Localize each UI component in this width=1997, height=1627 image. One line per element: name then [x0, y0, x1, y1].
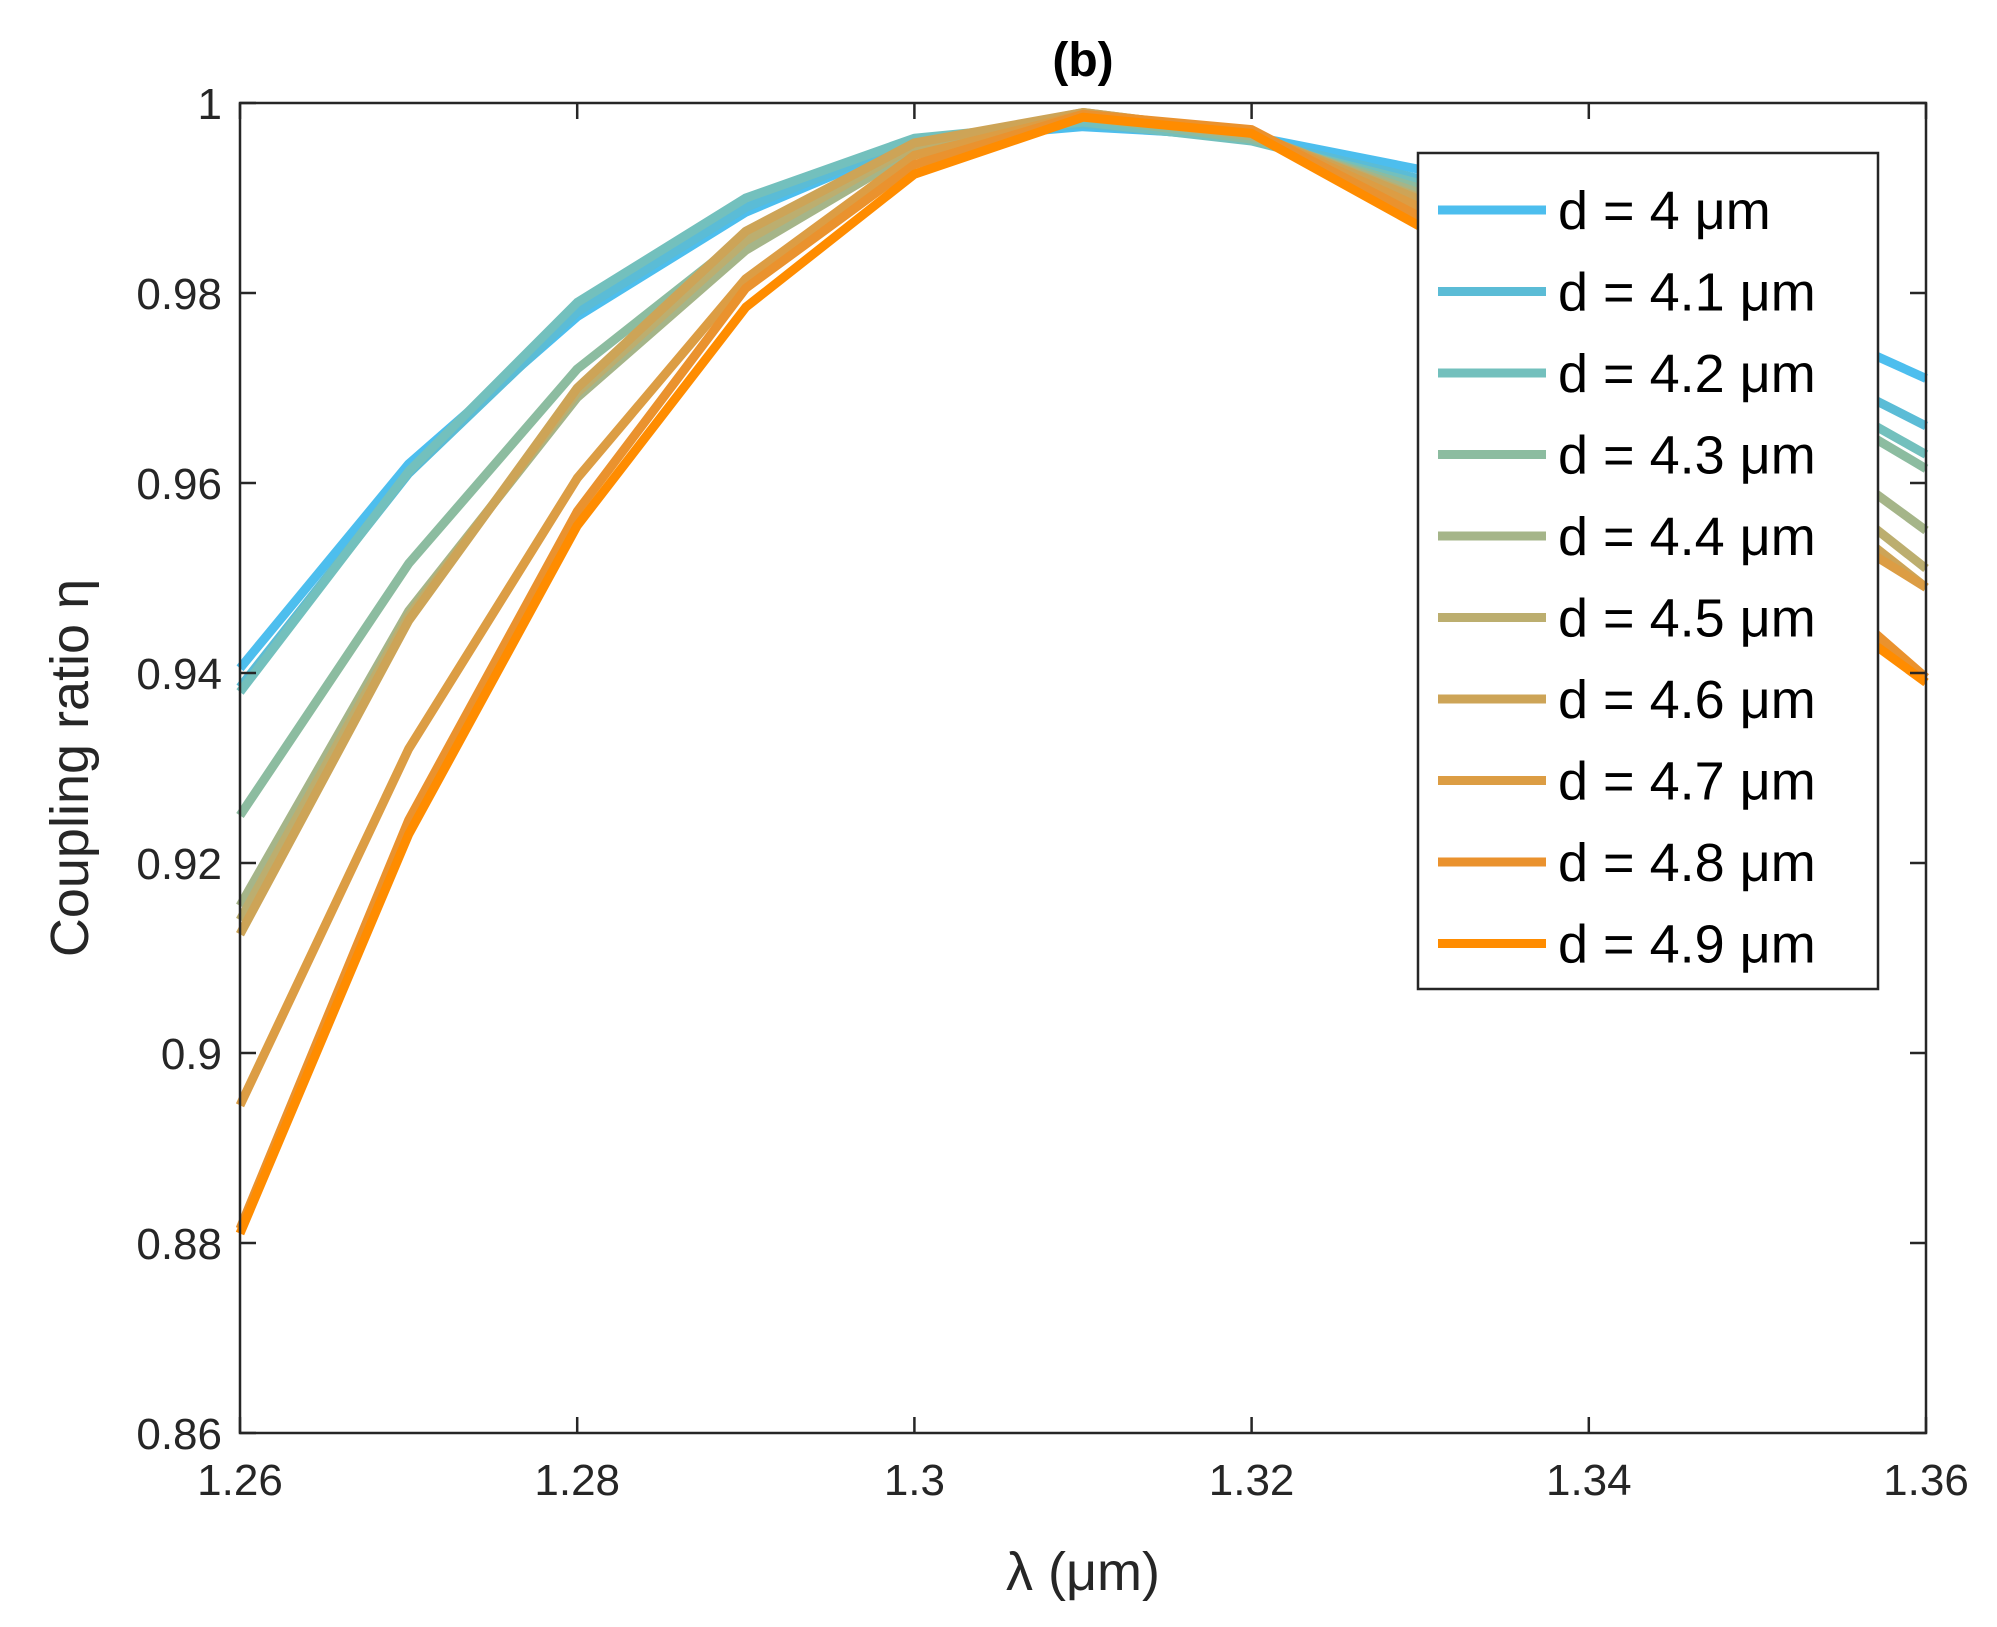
x-axis-ticks: 1.26 1.28 1.3 1.32 1.34 1.36: [197, 103, 1969, 1505]
legend-label-5: d = 4.4 μm: [1558, 507, 1816, 567]
legend-label-8: d = 4.7 μm: [1558, 752, 1816, 812]
y-tick-label: 0.98: [136, 270, 222, 319]
x-tick-label: 1.28: [534, 1456, 620, 1505]
legend-label-4: d = 4.3 μm: [1558, 426, 1816, 486]
axes-frame: [238, 101, 1928, 1435]
x-tick-label: 1.34: [1546, 1456, 1632, 1505]
y-tick-label: 0.96: [136, 460, 222, 509]
y-tick-label: 0.88: [136, 1220, 222, 1269]
y-tick-label: 0.92: [136, 840, 222, 889]
y-axis-label: Coupling ratio η: [40, 579, 100, 957]
legend-label-1: d = 4 μm: [1558, 181, 1771, 241]
legend-label-3: d = 4.2 μm: [1558, 344, 1816, 404]
y-tick-label: 0.94: [136, 650, 222, 699]
legend-label-10: d = 4.9 μm: [1558, 915, 1816, 975]
chart-title: (b): [1052, 34, 1113, 87]
y-tick-label: 1: [198, 80, 222, 129]
x-tick-label: 1.36: [1883, 1456, 1969, 1505]
plot-frame: [238, 101, 1928, 1435]
legend-label-7: d = 4.6 μm: [1558, 670, 1816, 730]
x-tick-label: 1.32: [1209, 1456, 1295, 1505]
y-tick-label: 0.9: [161, 1030, 222, 1079]
x-tick-label: 1.3: [884, 1456, 945, 1505]
legend-label-2: d = 4.1 μm: [1558, 263, 1816, 323]
x-tick-label: 1.26: [197, 1456, 283, 1505]
legend-label-9: d = 4.8 μm: [1558, 833, 1816, 893]
legend-label-6: d = 4.5 μm: [1558, 589, 1816, 649]
y-tick-label: 0.86: [136, 1410, 222, 1459]
x-axis-label: λ (μm): [1006, 1542, 1160, 1602]
legend: d = 4 μm d = 4.1 μm d = 4.2 μm d = 4.3 μm d …: [1416, 151, 1880, 991]
y-axis-ticks: 0.86 0.88 0.9 0.92 0.94 0.96 0.98 1: [136, 80, 1926, 1459]
